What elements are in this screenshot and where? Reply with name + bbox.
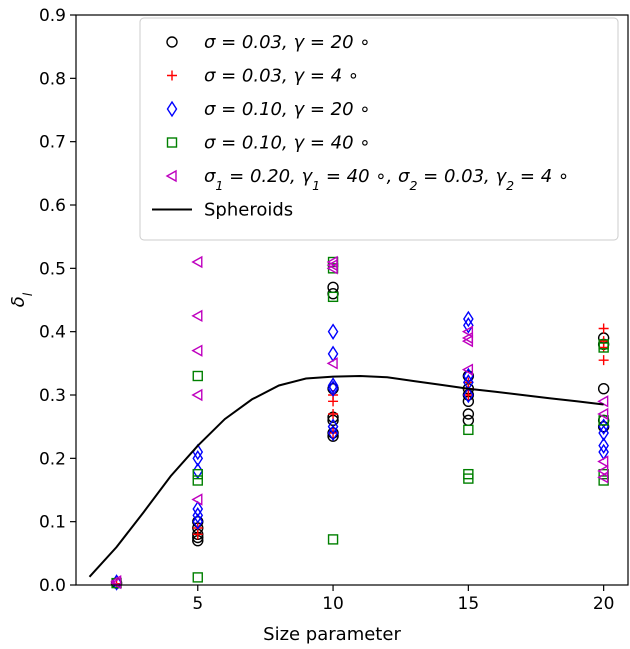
legend-entry-2: σ = 0.03, γ = 4 ∘ (167, 66, 359, 87)
data-point (461, 331, 474, 345)
axes: 5 10 15 20 0.0 0.1 0.2 0.3 0.4 0.5 0.6 0.7 0.8 0.9 Siz… (8, 6, 629, 645)
y-tick-label: 0.8 (39, 69, 66, 89)
y-tick-label: 0.6 (39, 196, 66, 216)
data-point (327, 323, 339, 340)
legend-marker-icon (167, 70, 177, 81)
data-point (326, 255, 338, 269)
data-point (192, 370, 203, 382)
data-point (191, 388, 203, 402)
data-point (463, 317, 474, 334)
data-point (110, 575, 122, 588)
data-point (463, 468, 474, 480)
series-1 (110, 281, 610, 589)
data-point (327, 424, 339, 442)
legend-label: σ = 0.10, γ = 20 ∘ (204, 99, 371, 120)
legend-label: σ = 0.10, γ = 40 ∘ (204, 133, 371, 154)
legend-entry-5: σ1 = 0.20, γ1 = 40 ∘, σ2 = 0.03, γ2 = 4 … (165, 166, 569, 193)
data-point (598, 437, 609, 454)
data-point (327, 380, 339, 397)
data-point (328, 409, 339, 419)
data-point (597, 464, 609, 478)
plot-area (88, 255, 610, 591)
legend-entry-1: σ = 0.03, γ = 20 ∘ (166, 32, 371, 53)
y-tick-label: 0.5 (39, 259, 66, 279)
x-tick-label: 10 (322, 594, 344, 614)
data-point (598, 415, 609, 426)
data-point (192, 475, 203, 486)
data-point (191, 309, 203, 323)
legend-label: σ = 0.03, γ = 20 ∘ (204, 32, 371, 53)
series-5 (110, 255, 609, 590)
y-tick-label: 0.4 (39, 323, 66, 343)
y-tick-label: 0.1 (39, 513, 66, 533)
legend-entry-3: σ = 0.10, γ = 20 ∘ (166, 99, 371, 120)
y-tick-label: 0.2 (39, 449, 66, 469)
data-point (192, 450, 204, 467)
data-point (463, 310, 474, 328)
y-axis-title: δl (8, 292, 35, 307)
legend-entry-6: Spheroids (152, 200, 293, 221)
legend-label: σ = 0.03, γ = 4 ∘ (204, 66, 359, 87)
data-point (598, 424, 609, 442)
data-point (597, 471, 609, 484)
x-axis-title: Size parameter (263, 624, 401, 645)
plot-frame (75, 14, 629, 586)
data-point (461, 325, 474, 338)
y-tick-label: 0.3 (39, 386, 66, 406)
data-point (598, 339, 609, 350)
data-point (327, 377, 339, 394)
data-point (192, 468, 203, 480)
y-tick-label: 0.0 (39, 576, 66, 596)
data-point (327, 281, 339, 294)
legend-label: Spheroids (204, 200, 293, 221)
data-point (463, 386, 474, 404)
legend-marker-icon (165, 169, 177, 183)
data-point (327, 418, 339, 435)
data-point (462, 408, 475, 420)
spheroids-curve (88, 374, 604, 578)
series-3 (111, 310, 609, 591)
data-point (461, 363, 474, 376)
series-2 (111, 323, 609, 589)
data-point (598, 355, 609, 366)
data-point (327, 534, 339, 545)
y-tick-label: 0.7 (39, 133, 66, 153)
data-point (192, 507, 204, 524)
data-point (191, 344, 203, 357)
data-point (192, 572, 203, 583)
data-point (192, 513, 204, 530)
data-point (597, 407, 609, 421)
data-point (191, 493, 203, 506)
data-point (327, 291, 339, 303)
legend-box (139, 17, 619, 241)
x-tick-label: 15 (458, 594, 480, 614)
legend-marker-icon (166, 137, 178, 148)
y-tick-label: 0.9 (39, 6, 66, 26)
data-point (598, 336, 609, 347)
series-4 (111, 256, 609, 589)
series-6 (88, 374, 604, 578)
data-point (597, 455, 609, 468)
legend: σ = 0.03, γ = 20 ∘ σ = 0.03, γ = 4 ∘ σ = 0… (139, 17, 619, 241)
data-point (598, 323, 609, 334)
data-point (326, 357, 338, 370)
legend-marker-icon (166, 100, 178, 118)
data-point (191, 255, 203, 269)
legend-label: σ1 = 0.20, γ1 = 40 ∘, σ2 = 0.03, γ2 = 4 … (204, 166, 569, 193)
legend-entry-4: σ = 0.10, γ = 40 ∘ (166, 133, 371, 154)
data-point (597, 382, 610, 395)
legend-marker-icon (166, 36, 178, 48)
data-point (463, 424, 474, 436)
x-tick-label: 20 (593, 594, 615, 614)
data-point (192, 500, 204, 518)
x-tick-label: 5 (192, 594, 203, 614)
